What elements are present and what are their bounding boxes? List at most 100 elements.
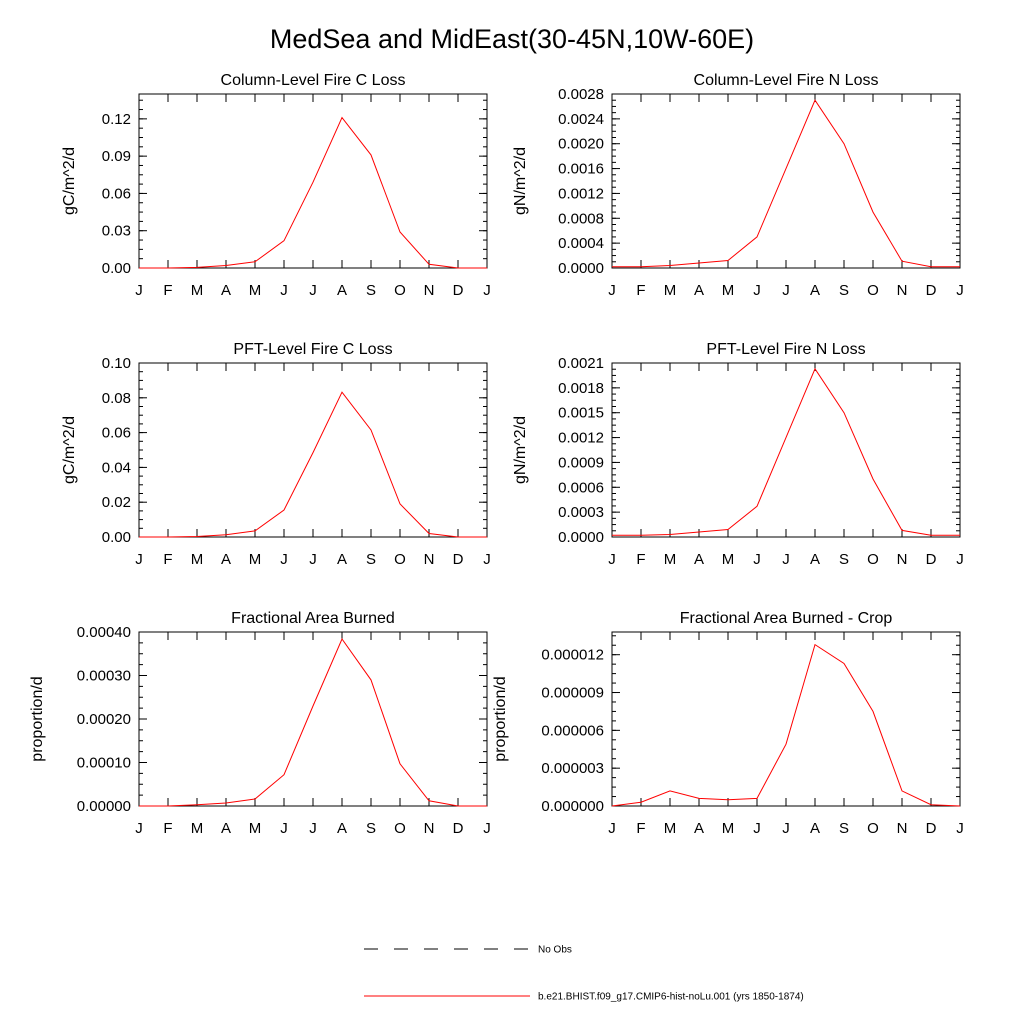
- x-tick-label: A: [810, 820, 820, 837]
- series-line: [612, 99, 960, 268]
- y-tick-label: 0.0009: [558, 454, 604, 471]
- x-tick-label: J: [782, 820, 790, 837]
- x-tick-label: N: [897, 551, 908, 568]
- x-tick-label: O: [394, 551, 406, 568]
- x-tick-label: J: [753, 820, 761, 837]
- x-tick-label: F: [636, 282, 645, 299]
- x-tick-label: J: [135, 551, 143, 568]
- y-tick-label: 0.0024: [558, 111, 604, 128]
- x-tick-label: J: [956, 282, 964, 299]
- x-tick-label: J: [782, 282, 790, 299]
- series-line: [611, 643, 961, 807]
- x-tick-label: A: [810, 282, 820, 299]
- x-tick-label: S: [839, 282, 849, 299]
- y-tick-label: 0.00: [102, 260, 131, 277]
- x-tick-label: N: [424, 551, 435, 568]
- y-axis-label: proportion/d: [492, 676, 509, 761]
- x-tick-label: J: [280, 820, 288, 837]
- y-tick-label: 0.0015: [558, 405, 604, 422]
- y-tick-label: 0.08: [102, 390, 131, 407]
- panel-title: Fractional Area Burned - Crop: [680, 610, 893, 627]
- x-tick-label: J: [483, 551, 491, 568]
- y-tick-label: 0.0003: [558, 504, 604, 521]
- x-tick-label: D: [453, 282, 464, 299]
- panel-title: Fractional Area Burned: [231, 610, 395, 627]
- y-tick-label: 0.0000: [558, 529, 604, 546]
- y-tick-label: 0.00: [102, 529, 131, 546]
- y-tick-label: 0.10: [102, 355, 131, 372]
- y-axis-label: gN/m^2/d: [512, 416, 529, 484]
- chart-panel: Fractional Area Burned - Crop proportion/…: [492, 610, 964, 837]
- x-tick-label: J: [608, 282, 616, 299]
- x-tick-label: O: [867, 282, 879, 299]
- y-tick-label: 0.0012: [558, 430, 604, 447]
- y-tick-label: 0.00000: [77, 798, 131, 815]
- y-tick-label: 0.12: [102, 111, 131, 128]
- x-tick-label: A: [694, 282, 704, 299]
- x-tick-label: S: [839, 551, 849, 568]
- y-tick-label: 0.0021: [558, 355, 604, 372]
- y-tick-label: 0.0016: [558, 161, 604, 178]
- x-tick-label: J: [309, 820, 317, 837]
- x-tick-label: A: [337, 551, 347, 568]
- x-tick-label: O: [394, 282, 406, 299]
- x-tick-label: O: [867, 551, 879, 568]
- y-axis-label: gC/m^2/d: [61, 416, 78, 484]
- x-tick-label: A: [694, 551, 704, 568]
- x-tick-label: A: [221, 820, 231, 837]
- x-tick-label: A: [221, 282, 231, 299]
- x-tick-label: D: [453, 551, 464, 568]
- y-tick-label: 0.00020: [77, 711, 131, 728]
- y-tick-label: 0.09: [102, 148, 131, 165]
- x-tick-label: J: [280, 282, 288, 299]
- y-tick-label: 0.04: [102, 459, 131, 476]
- y-axis-label: gN/m^2/d: [512, 147, 529, 215]
- x-tick-label: J: [135, 282, 143, 299]
- x-tick-label: M: [249, 282, 262, 299]
- plot-frame: [138, 362, 488, 538]
- y-tick-label: 0.00010: [77, 755, 131, 772]
- y-tick-label: 0.0004: [558, 235, 604, 252]
- y-tick-label: 0.0028: [558, 86, 604, 103]
- x-tick-label: N: [424, 282, 435, 299]
- y-tick-label: 0.000009: [541, 685, 604, 702]
- y-tick-label: 0.0000: [558, 260, 604, 277]
- y-tick-label: 0.00030: [77, 668, 131, 685]
- y-tick-label: 0.0006: [558, 479, 604, 496]
- y-tick-label: 0.000003: [541, 760, 604, 777]
- x-tick-label: J: [782, 551, 790, 568]
- x-tick-label: F: [163, 820, 172, 837]
- y-tick-label: 0.0018: [558, 380, 604, 397]
- x-tick-label: J: [483, 820, 491, 837]
- y-tick-label: 0.000012: [541, 647, 604, 664]
- panel-title: PFT-Level Fire N Loss: [706, 341, 865, 358]
- x-tick-label: J: [608, 820, 616, 837]
- panel-title: Column-Level Fire C Loss: [221, 72, 406, 89]
- x-tick-label: M: [722, 820, 735, 837]
- y-tick-label: 0.00040: [77, 624, 131, 641]
- x-tick-label: J: [608, 551, 616, 568]
- x-tick-label: F: [163, 551, 172, 568]
- plot-frame: [611, 362, 961, 538]
- x-tick-label: M: [664, 282, 677, 299]
- x-tick-label: D: [926, 820, 937, 837]
- y-tick-label: 0.06: [102, 425, 131, 442]
- x-tick-label: F: [636, 820, 645, 837]
- x-tick-label: D: [926, 282, 937, 299]
- x-tick-label: A: [337, 820, 347, 837]
- x-tick-label: J: [753, 282, 761, 299]
- x-tick-label: M: [664, 551, 677, 568]
- x-tick-label: M: [722, 551, 735, 568]
- x-tick-label: S: [366, 282, 376, 299]
- y-axis-label: proportion/d: [29, 676, 46, 761]
- x-tick-label: M: [664, 820, 677, 837]
- x-tick-label: J: [135, 820, 143, 837]
- x-tick-label: J: [753, 551, 761, 568]
